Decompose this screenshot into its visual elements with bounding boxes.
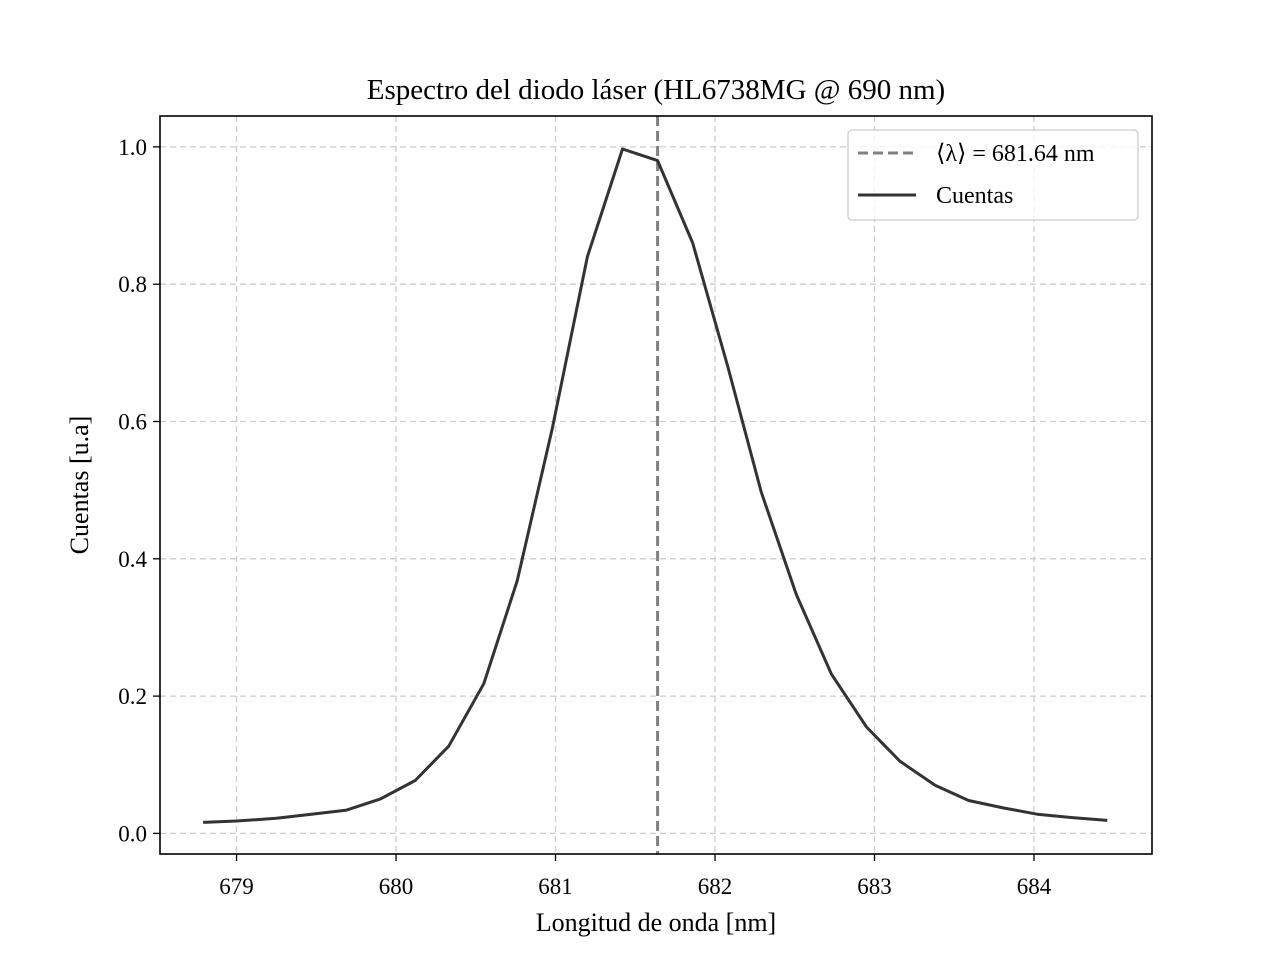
legend-label-reference: ⟨λ⟩ = 681.64 nm — [936, 141, 1095, 167]
chart-title: Espectro del diodo láser (HL6738MG @ 690… — [367, 74, 945, 106]
legend-label-cuentas: Cuentas — [936, 183, 1013, 209]
x-tick-label: 684 — [1017, 874, 1052, 899]
x-tick-label: 679 — [219, 874, 254, 899]
grid — [160, 116, 1152, 854]
y-axis-label: Cuentas [u.a] — [65, 416, 94, 555]
plot-area — [203, 116, 1108, 854]
axis-ticks: 679 680 681 682 683 684 0.0 0.2 0.4 0.6 0.8 1.0 — [118, 135, 1051, 899]
y-tick-label: 1.0 — [118, 135, 147, 160]
series-line-cuentas — [203, 147, 1108, 824]
axes-frame — [159, 115, 1153, 855]
x-axis-label: Longitud de onda [nm] — [536, 908, 776, 937]
y-tick-label: 0.4 — [118, 547, 147, 572]
x-tick-label: 681 — [538, 874, 573, 899]
legend-box — [847, 129, 1139, 221]
x-tick-label: 682 — [698, 874, 733, 899]
y-tick-label: 0.6 — [118, 409, 147, 434]
x-tick-label: 683 — [857, 874, 892, 899]
y-tick-label: 0.0 — [118, 821, 147, 846]
y-tick-label: 0.2 — [118, 684, 147, 709]
x-tick-label: 680 — [379, 874, 414, 899]
y-tick-label: 0.8 — [118, 272, 147, 297]
legend: ⟨λ⟩ = 681.64 nm Cuentas — [847, 129, 1139, 221]
